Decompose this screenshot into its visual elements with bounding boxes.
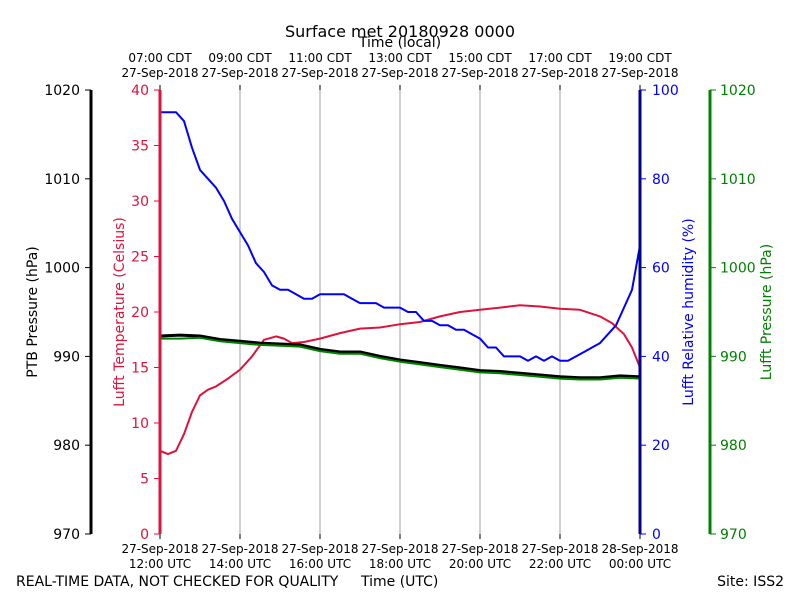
temperature-tick-label: 20 [131, 305, 149, 321]
bottom-tick-date: 27-Sep-2018 [121, 542, 198, 556]
top-tick-date: 27-Sep-2018 [201, 66, 278, 80]
bottom-tick-date: 27-Sep-2018 [441, 542, 518, 556]
top-tick-time: 13:00 CDT [368, 51, 432, 65]
top-axis-label: Time (local) [358, 35, 441, 51]
top-tick-date: 27-Sep-2018 [281, 66, 358, 80]
lufft_pressure-tick-label: 980 [720, 438, 747, 454]
quality-disclaimer: REAL-TIME DATA, NOT CHECKED FOR QUALITY [16, 574, 339, 590]
bottom-tick-date: 27-Sep-2018 [201, 542, 278, 556]
humidity-axis-title: Lufft Relative humidity (%) [681, 218, 697, 405]
bottom-tick-time: 20:00 UTC [449, 557, 511, 571]
bottom-tick-time: 16:00 UTC [289, 557, 351, 571]
lufft_pressure-tick-label: 1020 [720, 83, 756, 99]
top-tick-time: 11:00 CDT [288, 51, 352, 65]
top-tick-time: 15:00 CDT [448, 51, 512, 65]
bottom-tick-time: 22:00 UTC [529, 557, 591, 571]
lufft_pressure-axis-title: Lufft Pressure (hPa) [759, 244, 775, 380]
lufft_pressure-tick-label: 970 [720, 527, 747, 543]
temperature-tick-label: 10 [131, 416, 149, 432]
ptb_pressure-tick-label: 1010 [44, 172, 80, 188]
top-tick-time: 17:00 CDT [528, 51, 592, 65]
gridlines [239, 90, 561, 534]
bottom-tick-time: 14:00 UTC [209, 557, 271, 571]
temperature-tick-label: 0 [140, 527, 149, 543]
temperature-tick-label: 35 [131, 139, 149, 155]
top-tick-date: 27-Sep-2018 [521, 66, 598, 80]
ptb_pressure-tick-label: 1020 [44, 83, 80, 99]
bottom-tick-date: 28-Sep-2018 [601, 542, 678, 556]
series-line-ptb-pressure [159, 333, 641, 380]
series-line-lufft-pressure [160, 336, 641, 381]
bottom-tick-time: 12:00 UTC [129, 557, 191, 571]
x-axis-title: Time (UTC) [361, 574, 439, 590]
ptb_pressure-tick-label: 970 [53, 527, 80, 543]
humidity-tick-label: 0 [652, 527, 661, 543]
humidity-tick-label: 60 [652, 261, 670, 277]
top-tick-date: 27-Sep-2018 [121, 66, 198, 80]
series-line-lufft-temperature [159, 304, 641, 456]
site-label: Site: ISS2 [717, 574, 784, 590]
temperature-tick-label: 25 [131, 250, 149, 266]
bottom-tick-date: 27-Sep-2018 [281, 542, 358, 556]
bottom-tick-date: 27-Sep-2018 [361, 542, 438, 556]
lufft_pressure-tick-label: 990 [720, 349, 747, 365]
lufft_pressure-tick-label: 1010 [720, 172, 756, 188]
series-line-lufft-relative-humidity [160, 111, 641, 362]
humidity-tick-label: 20 [652, 438, 670, 454]
temperature-tick-label: 30 [131, 194, 149, 210]
humidity-tick-label: 80 [652, 172, 670, 188]
top-tick-date: 27-Sep-2018 [601, 66, 678, 80]
top-tick-time: 19:00 CDT [608, 51, 672, 65]
top-tick-time: 07:00 CDT [128, 51, 192, 65]
chart-title: Surface met 20180928 0000 [285, 22, 515, 41]
ptb_pressure-axis-title: PTB Pressure (hPa) [25, 246, 41, 377]
temperature-tick-label: 5 [140, 472, 149, 488]
temperature-axis-title: Lufft Temperature (Celsius) [112, 217, 128, 407]
humidity-tick-label: 100 [652, 83, 679, 99]
bottom-tick-time: 00:00 UTC [609, 557, 671, 571]
top-tick-date: 27-Sep-2018 [441, 66, 518, 80]
top-tick-time: 09:00 CDT [208, 51, 272, 65]
bottom-tick-time: 18:00 UTC [369, 557, 431, 571]
temperature-tick-label: 15 [131, 361, 149, 377]
temperature-tick-label: 40 [131, 83, 149, 99]
ptb_pressure-tick-label: 1000 [44, 261, 80, 277]
top-tick-date: 27-Sep-2018 [361, 66, 438, 80]
humidity-tick-label: 40 [652, 349, 670, 365]
ptb_pressure-tick-label: 990 [53, 349, 80, 365]
series-group [159, 111, 641, 456]
ptb_pressure-tick-label: 980 [53, 438, 80, 454]
bottom-tick-date: 27-Sep-2018 [521, 542, 598, 556]
lufft_pressure-tick-label: 1000 [720, 261, 756, 277]
